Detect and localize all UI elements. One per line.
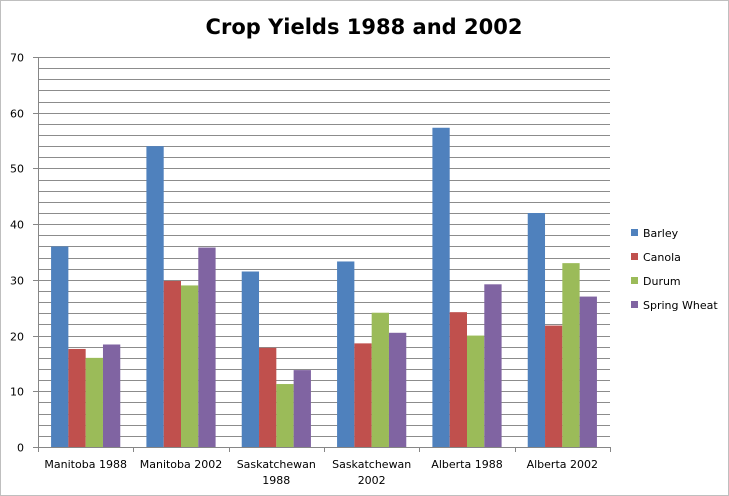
chart-title: Crop Yields 1988 and 2002: [206, 15, 523, 39]
bar-spring-wheat: [293, 370, 311, 447]
y-tick-label: 60: [10, 108, 24, 121]
bar-barley: [241, 271, 260, 447]
legend-swatch: [631, 253, 638, 260]
x-category-label: Saskatchewan: [332, 458, 411, 471]
bar-canola: [354, 343, 372, 447]
y-tick-label: 30: [10, 275, 24, 288]
y-tick-label: 20: [10, 331, 24, 344]
axes: [38, 57, 610, 448]
y-tick-label: 70: [10, 52, 24, 65]
bar-canola: [163, 280, 181, 447]
bar-durum: [562, 263, 580, 447]
legend-swatch: [631, 277, 638, 284]
gridlines: [38, 57, 610, 437]
bar-spring-wheat: [198, 247, 216, 447]
x-category-label: Saskatchewan: [237, 458, 316, 471]
bar-durum: [467, 335, 485, 447]
bar-spring-wheat: [102, 344, 121, 447]
legend-label: Canola: [643, 251, 681, 264]
bar-barley: [51, 246, 69, 447]
bar-barley: [527, 213, 546, 447]
x-category-label: Manitoba 1988: [44, 458, 127, 471]
bar-canola: [259, 347, 277, 447]
bar-canola: [68, 348, 86, 447]
bar-canola: [545, 325, 563, 447]
bar-barley: [432, 127, 450, 447]
y-tick-label: 0: [17, 442, 24, 455]
x-category-label: Alberta 1988: [431, 458, 502, 471]
x-category-label: Alberta 2002: [527, 458, 598, 471]
bar-durum: [276, 384, 294, 447]
legend-swatch: [631, 229, 638, 236]
bar-spring-wheat: [388, 332, 407, 447]
bar-barley: [146, 146, 164, 447]
legend-label: Spring Wheat: [643, 299, 718, 312]
x-category-label: 2002: [358, 474, 386, 487]
legend-label: Barley: [643, 227, 679, 240]
bar-spring-wheat: [484, 284, 502, 447]
bar-spring-wheat: [579, 296, 597, 447]
bar-canola: [449, 312, 467, 447]
x-category-label: 1988: [262, 474, 290, 487]
y-tick-label: 10: [10, 386, 24, 399]
legend-swatch: [631, 301, 638, 308]
legend: Barley Canola Durum Spring Wheat: [631, 227, 718, 312]
bar-durum: [181, 285, 199, 447]
bar-durum: [371, 312, 389, 447]
y-tick-label: 50: [10, 163, 24, 176]
y-tick-label: 40: [10, 219, 24, 232]
y-axis-ticks: 0 10 20 30 40 50 60 70: [10, 52, 38, 455]
bar-barley: [337, 261, 355, 447]
x-category-label: Manitoba 2002: [140, 458, 223, 471]
bars: [51, 127, 597, 447]
legend-label: Durum: [643, 275, 681, 288]
bar-durum: [85, 357, 103, 447]
x-axis-categories: Manitoba 1988 Manitoba 2002 Saskatchewan 19…: [38, 447, 611, 487]
